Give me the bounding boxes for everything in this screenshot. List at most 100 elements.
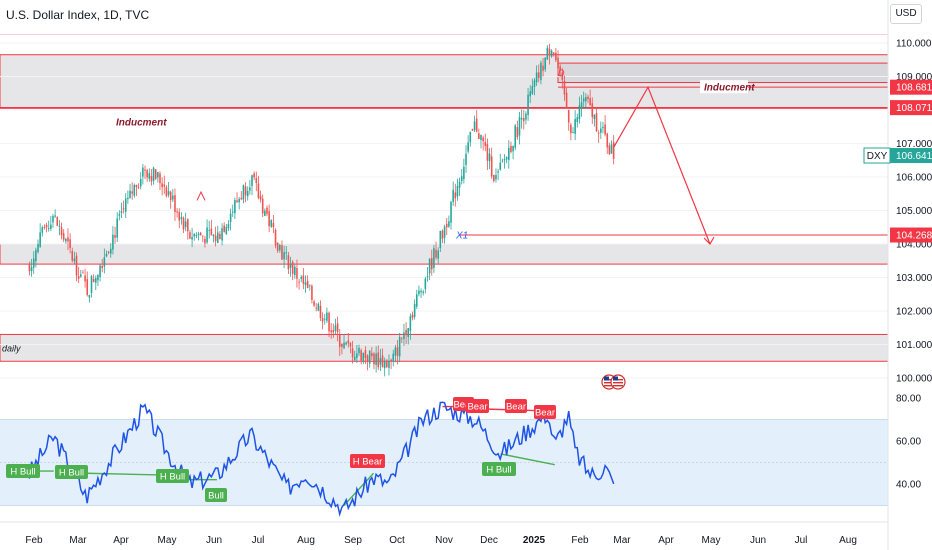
candle-body — [602, 126, 604, 129]
candle-body — [373, 353, 375, 365]
candle-body — [394, 347, 397, 356]
candle-body — [231, 211, 234, 213]
candle-body — [94, 278, 97, 283]
price-tick-label: 102.000 — [896, 307, 932, 318]
currency-button[interactable]: USD — [890, 4, 922, 24]
candle-body — [433, 248, 435, 268]
candle-body — [118, 214, 121, 216]
bull-divergence-badge: H Bull — [156, 469, 189, 483]
candle-body — [597, 132, 600, 134]
badge-bg — [55, 465, 88, 479]
candle-body — [413, 303, 416, 317]
candle-body — [300, 276, 303, 279]
candle-body — [533, 80, 536, 87]
last-price-text: 106.641 — [896, 151, 932, 162]
price-tick-label: 106.000 — [896, 173, 932, 184]
candle-body — [146, 170, 148, 178]
candle-body — [112, 234, 114, 250]
candle-body — [268, 211, 270, 227]
candle-body — [249, 187, 251, 191]
candle-body — [150, 176, 153, 182]
candle-body — [319, 305, 322, 318]
candle-body — [88, 294, 91, 298]
candle-body — [542, 65, 544, 71]
candle-body — [473, 121, 476, 131]
last-price-box — [890, 148, 932, 164]
candle-body — [114, 235, 116, 238]
candle-body — [522, 118, 525, 122]
candle-body — [313, 301, 315, 306]
candle-body — [289, 264, 292, 268]
candle-body — [204, 238, 206, 244]
badge-text: H Bear — [353, 457, 383, 468]
candle-body — [415, 294, 418, 307]
candle-body — [600, 128, 602, 133]
candle-body — [174, 195, 176, 212]
candle-body — [159, 173, 161, 184]
candle-body — [445, 223, 448, 228]
bear-divergence-badge: Bear — [505, 399, 527, 413]
candle-body — [379, 358, 382, 365]
candle-body — [221, 228, 223, 241]
x-tick-label: May — [158, 535, 177, 546]
candle-body — [499, 162, 502, 170]
candle-body — [345, 342, 347, 345]
candle-body — [274, 230, 277, 246]
badge-text: H Bull — [160, 472, 185, 483]
candle-body — [448, 221, 450, 227]
flag-canton — [604, 376, 609, 381]
candle-body — [201, 235, 204, 237]
candle-body — [133, 185, 136, 196]
candle-body — [287, 255, 290, 270]
candle-body — [109, 248, 112, 254]
chart-title: U.S. Dollar Index, 1D, TVC — [6, 8, 150, 22]
candle-body — [334, 325, 337, 331]
candle-body — [525, 113, 527, 120]
candle-body — [548, 48, 551, 56]
candle-body — [336, 323, 339, 333]
candle-body — [86, 279, 89, 295]
candle-body — [135, 184, 138, 187]
x-tick-label: Mar — [69, 535, 87, 546]
candle-body — [480, 134, 482, 140]
candle-body — [176, 211, 178, 213]
candle-body — [471, 129, 474, 131]
candle-body — [131, 191, 133, 194]
candle-body — [591, 103, 594, 118]
candle-body — [437, 250, 439, 259]
candle-body — [139, 179, 142, 187]
candle-body — [195, 235, 198, 236]
candle-body — [360, 350, 362, 361]
candle-body — [116, 218, 118, 238]
x-tick-label: Jun — [206, 535, 222, 546]
candle-body — [540, 62, 542, 80]
candle-body — [184, 221, 187, 227]
candle-body — [122, 208, 125, 210]
candle-body — [398, 336, 401, 357]
candle-body — [255, 178, 258, 184]
candle-body — [167, 191, 170, 195]
price-label-text: 108.071 — [896, 103, 932, 114]
candle-body — [69, 239, 71, 249]
badge-bg — [205, 488, 227, 502]
x-tick-label: Feb — [25, 535, 43, 546]
candle-body — [503, 159, 506, 161]
candle-body — [561, 72, 564, 80]
rsi-tick-label: 40.00 — [896, 480, 921, 491]
candle-body — [321, 317, 324, 322]
d-label: D — [558, 68, 565, 78]
candle-body — [197, 233, 200, 235]
candle-body — [328, 312, 330, 332]
x-tick-label: Aug — [297, 535, 315, 546]
candle-body — [366, 355, 369, 362]
candle-body — [240, 197, 243, 200]
x-tick-label: Dec — [480, 535, 498, 546]
candle-body — [589, 98, 591, 106]
candle-body — [435, 249, 437, 258]
candle-body — [469, 131, 472, 143]
candle-body — [482, 137, 484, 142]
bull-divergence-badge: H Bull — [55, 465, 88, 479]
candle-body — [475, 118, 478, 132]
candle-body — [362, 352, 365, 363]
